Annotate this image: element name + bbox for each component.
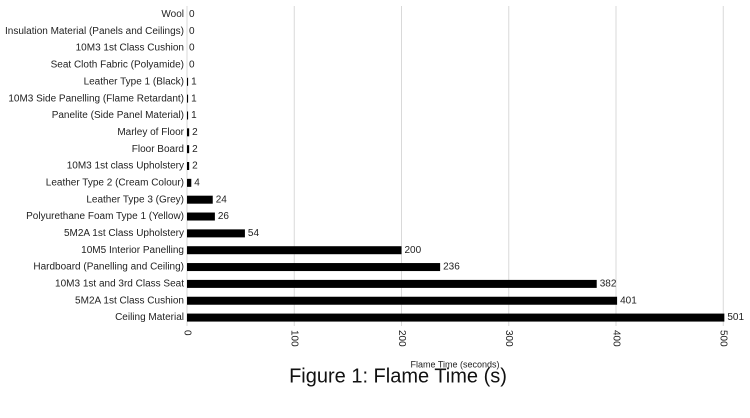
- data-label: 501: [727, 312, 744, 323]
- y-tick-label: 10M5 Interior Panelling: [81, 245, 184, 256]
- bar: [187, 246, 402, 255]
- y-tick-label: Wool: [161, 9, 184, 20]
- bar: [187, 296, 618, 305]
- data-label: 0: [189, 26, 195, 37]
- bar: [187, 111, 189, 120]
- data-label: 382: [600, 279, 617, 290]
- data-label: 200: [405, 245, 422, 256]
- x-tick-label: 500: [718, 330, 729, 347]
- data-label: 2: [192, 144, 198, 155]
- y-tick-label: 10M3 1st and 3rd Class Seat: [55, 279, 184, 290]
- y-tick-label: 5M2A 1st Class Cushion: [75, 295, 184, 306]
- data-label: 26: [218, 211, 230, 222]
- bar: [187, 94, 189, 103]
- bar: [187, 212, 215, 221]
- y-tick-label: 10M3 1st Class Cushion: [76, 43, 184, 54]
- data-label: 2: [192, 161, 198, 172]
- y-tick-label: Marley of Floor: [117, 127, 184, 138]
- bar: [187, 145, 190, 154]
- caption: Figure 1: Flame Time (s): [289, 365, 507, 387]
- y-tick-label: 5M2A 1st Class Upholstery: [64, 228, 184, 239]
- data-label: 1: [191, 76, 197, 87]
- bar: [187, 313, 725, 322]
- data-label: 1: [191, 93, 197, 104]
- y-tick-label: Hardboard (Panelling and Ceiling): [33, 262, 184, 273]
- data-label: 236: [443, 262, 460, 273]
- y-tick-label: Floor Board: [132, 144, 184, 155]
- x-tick-label: 200: [396, 330, 407, 347]
- data-label: 2: [192, 127, 198, 138]
- data-label: 24: [216, 194, 228, 205]
- bar: [187, 128, 190, 137]
- y-tick-label: Panelite (Side Panel Material): [52, 110, 184, 121]
- data-label: 54: [248, 228, 260, 239]
- y-tick-label: Insulation Material (Panels and Ceilings…: [5, 26, 184, 37]
- data-label: 401: [620, 295, 637, 306]
- y-tick-label: 10M3 1st class Upholstery: [67, 161, 184, 172]
- data-label: 0: [189, 9, 195, 20]
- y-tick-label: 10M3 Side Panelling (Flame Retardant): [8, 93, 184, 104]
- data-label: 1: [191, 110, 197, 121]
- y-tick-label: Leather Type 2 (Cream Colour): [46, 177, 184, 188]
- data-label: 4: [194, 177, 200, 188]
- x-tick-label: 0: [181, 330, 192, 336]
- x-tick-label: 100: [289, 330, 300, 347]
- y-tick-label: Leather Type 3 (Grey): [86, 194, 184, 205]
- x-axis-label: Flame Time (seconds): [410, 359, 499, 369]
- bar: [187, 279, 597, 288]
- x-tick-label: 300: [503, 330, 514, 347]
- data-label: 0: [189, 43, 195, 54]
- x-tick-label: 400: [610, 330, 621, 347]
- y-tick-label: Leather Type 1 (Black): [84, 76, 184, 87]
- bar: [187, 162, 190, 170]
- bar: [187, 178, 192, 187]
- y-tick-label: Seat Cloth Fabric (Polyamide): [51, 60, 184, 71]
- y-tick-label: Polyurethane Foam Type 1 (Yellow): [26, 211, 184, 222]
- y-tick-label: Ceiling Material: [115, 312, 184, 323]
- bar: [187, 229, 245, 238]
- bar: [187, 77, 189, 86]
- data-label: 0: [189, 60, 195, 71]
- bar: [187, 263, 441, 272]
- bar: [187, 195, 213, 204]
